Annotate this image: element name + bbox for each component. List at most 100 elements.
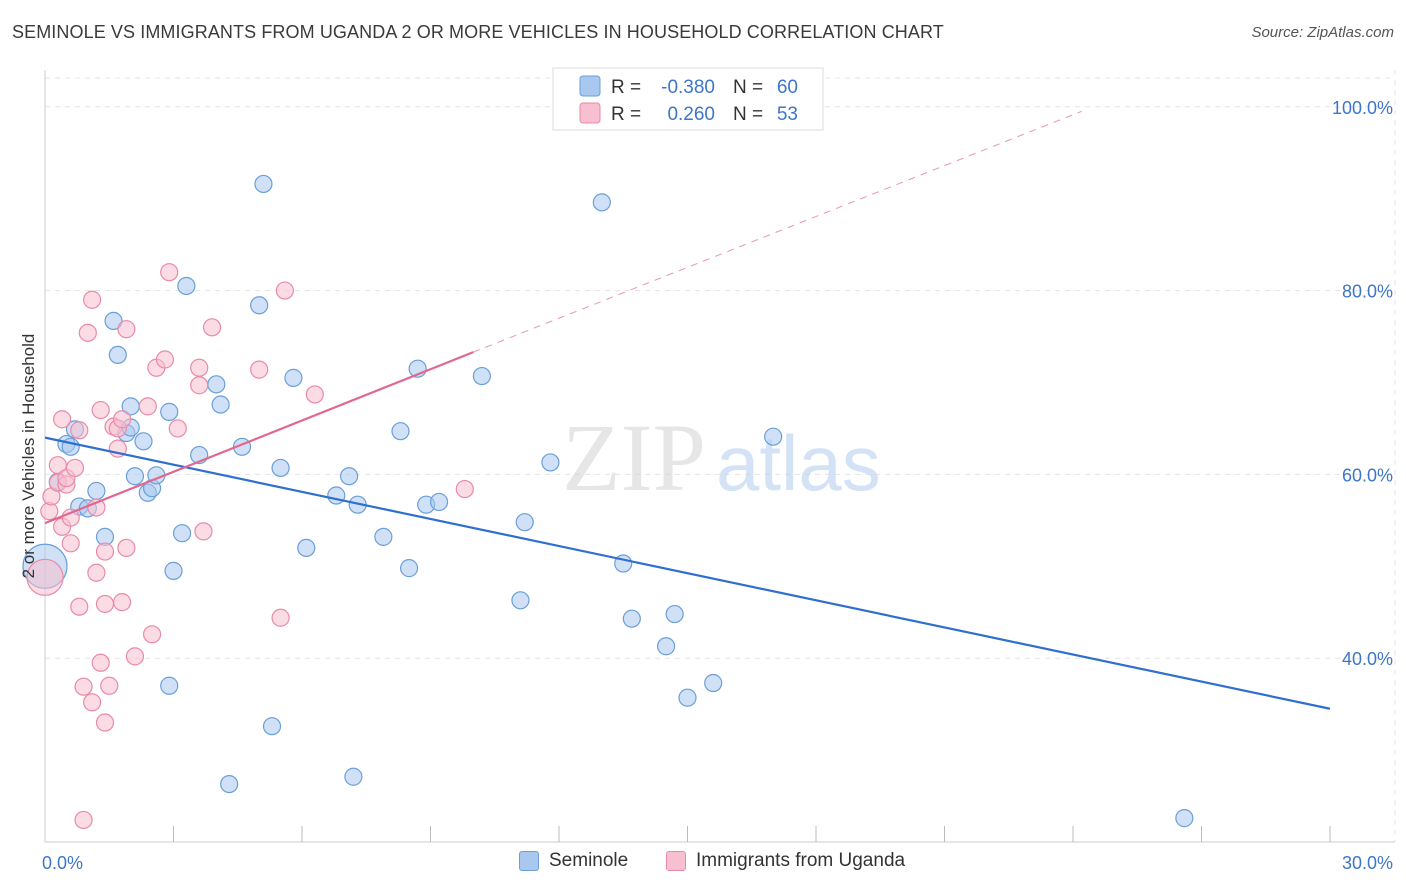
seminole-point — [220, 774, 239, 794]
seminole-point — [172, 524, 192, 543]
uganda-point — [95, 713, 115, 732]
seminole-point — [177, 276, 196, 296]
legend-n-label: N = — [733, 104, 763, 125]
legend-r-value: -0.380 — [661, 77, 715, 98]
seminole-point — [429, 492, 449, 512]
uganda-point — [61, 508, 80, 527]
y-tick-label: 80.0% — [1342, 282, 1393, 302]
uganda-point — [83, 290, 102, 309]
seminole-point — [515, 513, 534, 532]
legend-r-label: R = — [611, 77, 641, 98]
uganda-point — [112, 410, 132, 429]
seminole-point — [104, 311, 123, 330]
legend-item-seminole: Seminole — [519, 850, 628, 872]
seminole-point — [374, 527, 393, 546]
uganda-point — [74, 810, 93, 830]
seminole-point — [656, 637, 676, 656]
seminole-point — [164, 561, 183, 580]
trend-layer — [44, 110, 1331, 710]
seminole-point — [87, 481, 106, 501]
seminole-point — [271, 458, 290, 478]
legend-n-value: 60 — [777, 77, 798, 98]
uganda-point — [53, 410, 72, 429]
legend-swatch-uganda — [579, 102, 601, 124]
uganda-point — [125, 647, 145, 666]
seminole-point — [391, 422, 410, 441]
seminole-point — [472, 366, 491, 386]
seminole-point — [1175, 809, 1194, 828]
seminole-point — [764, 427, 783, 446]
uganda-point — [91, 653, 110, 672]
uganda-point — [194, 522, 213, 541]
uganda-point — [190, 358, 209, 377]
seminole-point — [592, 193, 611, 212]
legend-row-uganda: R = 0.260 N = 53 — [579, 102, 798, 125]
uganda-point — [26, 558, 64, 596]
uganda-point — [160, 263, 179, 282]
seminole-point — [704, 673, 723, 693]
uganda-point — [275, 281, 294, 300]
y-tick-label: 100.0% — [1332, 98, 1393, 118]
legend-n-value: 53 — [777, 104, 798, 125]
uganda-point — [455, 479, 474, 499]
uganda-point — [117, 320, 136, 339]
uganda-point — [202, 318, 222, 337]
tick-labels: 40.0% 60.0% 80.0% 100.0% 0.0% 30.0% — [42, 98, 1393, 873]
legend-swatch-seminole — [579, 75, 601, 97]
uganda-point — [250, 360, 269, 379]
legend-r-value: 0.260 — [667, 104, 715, 125]
seminole-point — [125, 467, 145, 486]
seminole-point — [340, 467, 359, 486]
seminole-point — [327, 486, 346, 505]
legend-top: R = -0.380 N = 60 R = 0.260 N = 53 — [552, 67, 824, 131]
uganda-point — [142, 625, 162, 644]
uganda-point — [271, 608, 290, 627]
seminole-point — [511, 591, 530, 610]
grid-layer — [45, 70, 1396, 842]
uganda-point — [112, 593, 132, 612]
uganda-point — [155, 350, 175, 369]
uganda-point — [87, 563, 106, 582]
seminole-point — [297, 538, 316, 558]
x-tick-label: 30.0% — [1342, 853, 1393, 873]
uganda-point — [70, 597, 89, 616]
uganda-point — [95, 542, 115, 561]
uganda-point — [100, 676, 119, 695]
points-layer — [22, 174, 1194, 830]
seminole-point — [250, 296, 269, 315]
legend-label-seminole: Seminole — [549, 850, 629, 871]
uganda-trend-extension — [473, 110, 1082, 353]
uganda-point — [70, 421, 89, 440]
seminole-point — [678, 688, 697, 707]
legend-label-uganda: Immigrants from Uganda — [696, 850, 906, 871]
uganda-trend-line — [44, 351, 474, 525]
uganda-point — [91, 400, 110, 420]
legend-swatch-seminole — [519, 851, 539, 871]
y-axis-label: 2 or more Vehicles in Household — [19, 334, 38, 579]
uganda-point — [74, 677, 93, 696]
uganda-point — [83, 693, 102, 712]
seminole-point — [284, 368, 303, 387]
seminole-point — [108, 345, 127, 365]
seminole-point — [541, 453, 560, 472]
uganda-point — [168, 419, 187, 438]
legend-n-label: N = — [733, 77, 763, 98]
seminole-point — [254, 174, 273, 194]
seminole-point — [160, 676, 179, 695]
legend-bottom: Seminole Immigrants from Uganda — [0, 850, 1406, 880]
seminole-point — [399, 559, 419, 578]
seminole-point — [344, 767, 363, 786]
legend-row-seminole: R = -0.380 N = 60 — [579, 75, 798, 98]
uganda-point — [61, 534, 80, 553]
y-tick-label: 40.0% — [1342, 649, 1393, 669]
legend-swatch-uganda — [666, 851, 686, 871]
uganda-point — [65, 458, 85, 478]
uganda-point — [117, 538, 136, 558]
seminole-point — [665, 604, 684, 624]
uganda-point — [190, 376, 209, 395]
seminole-point — [160, 402, 179, 421]
seminole-point — [134, 432, 153, 451]
seminole-trend-line — [44, 436, 1331, 710]
x-tick-label: 0.0% — [42, 853, 83, 873]
